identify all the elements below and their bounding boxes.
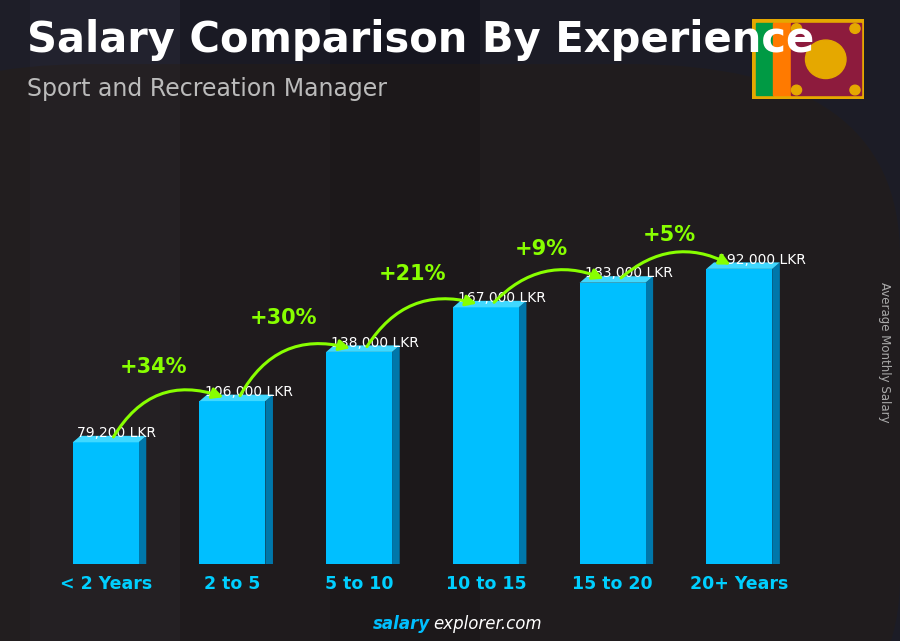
Text: 167,000 LKR: 167,000 LKR <box>458 291 546 305</box>
Polygon shape <box>392 345 400 564</box>
Circle shape <box>850 24 860 33</box>
Polygon shape <box>518 301 526 564</box>
Bar <box>706 269 772 564</box>
Text: +9%: +9% <box>515 239 568 259</box>
Bar <box>773 23 790 96</box>
Bar <box>326 352 392 564</box>
Polygon shape <box>580 276 653 283</box>
Polygon shape <box>73 436 146 442</box>
Text: 192,000 LKR: 192,000 LKR <box>718 253 806 267</box>
Text: +21%: +21% <box>379 263 446 284</box>
Text: salary: salary <box>373 615 430 633</box>
Circle shape <box>850 85 860 95</box>
Bar <box>453 307 518 564</box>
Bar <box>580 283 645 564</box>
Polygon shape <box>139 436 146 564</box>
Circle shape <box>806 40 846 79</box>
Text: Sport and Recreation Manager: Sport and Recreation Manager <box>27 77 387 101</box>
Text: 106,000 LKR: 106,000 LKR <box>204 385 292 399</box>
Polygon shape <box>453 301 526 307</box>
Bar <box>790 23 860 96</box>
Text: +34%: +34% <box>120 358 187 378</box>
Text: +30%: +30% <box>249 308 317 328</box>
Text: +5%: +5% <box>643 225 697 246</box>
Text: Average Monthly Salary: Average Monthly Salary <box>878 282 890 423</box>
Polygon shape <box>706 262 779 269</box>
Text: 183,000 LKR: 183,000 LKR <box>585 267 672 280</box>
Text: explorer.com: explorer.com <box>433 615 542 633</box>
Polygon shape <box>326 345 400 352</box>
Polygon shape <box>772 262 779 564</box>
Text: Salary Comparison By Experience: Salary Comparison By Experience <box>27 19 814 62</box>
Bar <box>200 401 266 564</box>
Circle shape <box>791 85 802 95</box>
Polygon shape <box>200 395 273 401</box>
Text: 79,200 LKR: 79,200 LKR <box>76 426 156 440</box>
Circle shape <box>791 24 802 33</box>
Text: 138,000 LKR: 138,000 LKR <box>331 335 419 349</box>
Bar <box>73 442 139 564</box>
Polygon shape <box>266 395 273 564</box>
Bar <box>756 23 773 96</box>
Polygon shape <box>645 276 653 564</box>
